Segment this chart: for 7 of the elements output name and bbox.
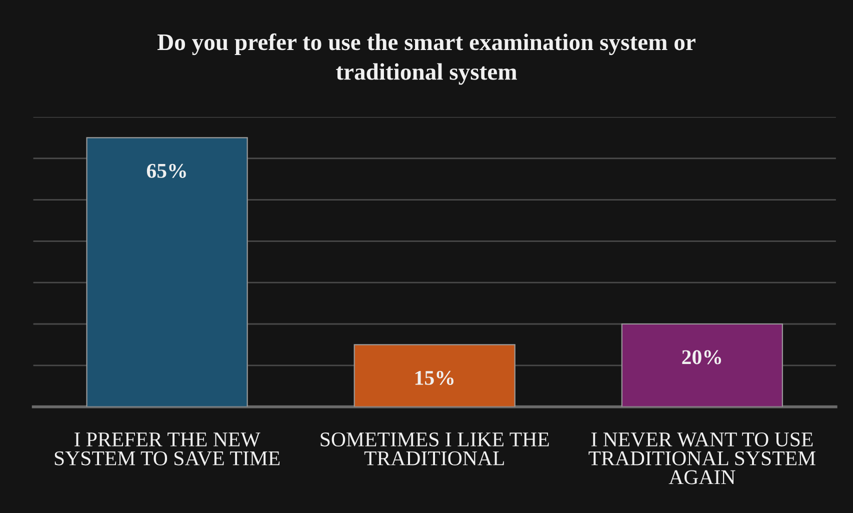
data-label: 65% <box>146 164 186 178</box>
data-label: 20% <box>682 350 722 364</box>
x-tick-label: I PREFER THE NEW SYSTEM TO SAVE TIME <box>54 432 280 466</box>
data-label: 15% <box>415 370 454 385</box>
x-tick-label: SOMETIMES I LIKE THE TRADITIONAL <box>320 432 549 466</box>
chart-title: Do you prefer to use the smart examination system or traditional system <box>157 33 696 85</box>
x-tick-label: I NEVER WANT TO USE TRADITIONAL SYSTEM AGAIN <box>588 432 816 484</box>
